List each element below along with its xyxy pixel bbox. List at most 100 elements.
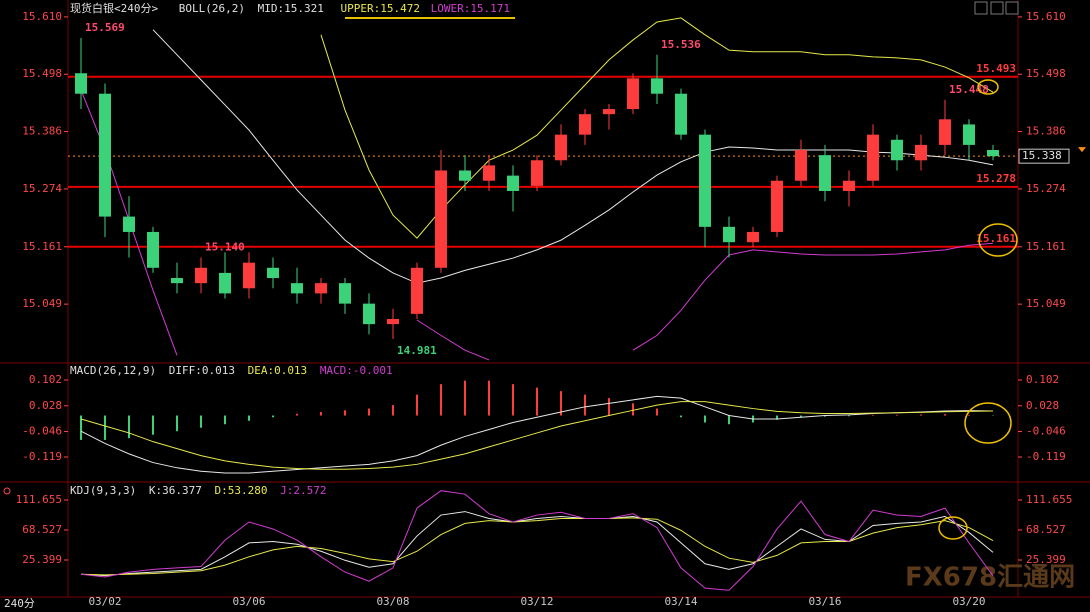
low-annotation: 14.981 [397,344,437,357]
y-tick-label: 0.028 [29,399,62,412]
window-button[interactable] [1005,1,1019,15]
last-price-arrow [1078,147,1086,153]
indicator-line [80,490,994,591]
highlight-circle [964,402,1012,444]
readout: DIFF:0.013 [169,364,235,377]
candle-body [747,231,759,243]
last-price-label: 15.338 [1022,149,1062,162]
candle-body [915,144,927,161]
highlight-circle [978,223,1018,257]
candle-body [819,155,831,191]
y-tick-label: 15.610 [22,10,62,23]
highlight-circle [977,79,999,95]
candle-body [219,272,231,294]
y-tick-label: 15.386 [1026,125,1066,138]
highlight-circle [938,516,968,540]
indicator-line [80,511,994,577]
readout: UPPER:15.472 [340,2,419,15]
candle-body [963,124,975,145]
x-tick-label: 03/08 [376,595,409,608]
candle-body [651,78,663,94]
x-tick-label: 03/12 [520,595,553,608]
candle-body [291,283,303,294]
readout: DEA:0.013 [248,364,308,377]
candle-body [75,73,87,94]
level-label: 15.161 [976,232,1016,245]
candle-body [771,180,783,232]
highlight-circles [938,79,1018,540]
window-button[interactable] [990,1,1004,15]
x-tick-label: 03/02 [88,595,121,608]
high-annotation: 15.140 [205,241,245,254]
indicator-name: MACD(26,12,9) [70,364,156,377]
high-annotation: 15.569 [85,21,125,34]
candle-body [531,160,543,186]
frame [0,0,1090,598]
y-tick-label: 68.527 [1026,523,1066,536]
y-tick-label: 68.527 [22,523,62,536]
period-label[interactable]: 240分 [4,597,35,610]
main-header: 现货白银<240分> BOLL(26,2) MID:15.321 UPPER:1… [70,1,510,15]
candle-body [507,175,519,191]
y-tick-label: 15.161 [22,240,62,253]
y-tick-label: 25.399 [1026,553,1066,566]
y-tick-label: 15.610 [1026,10,1066,23]
level-label: 15.278 [976,172,1016,185]
indicator-line [152,29,994,284]
candle-body [123,216,135,232]
y-tick-label: 15.274 [1026,182,1066,195]
candle-body [579,114,591,135]
readout: MACD:-0.001 [320,364,393,377]
candle-body [699,134,711,227]
last-price-box [1018,148,1070,164]
candle-body [435,170,447,268]
candle-body [147,231,159,268]
candle-body [483,165,495,181]
candle-body [195,267,207,284]
x-tick-label: 03/06 [232,595,265,608]
candle-body [987,150,999,157]
candle-body [795,150,807,181]
chart-title: 现货白银<240分> [70,1,158,15]
candle-body [387,318,399,325]
kdj-icon [3,487,11,495]
y-tick-label: 111.655 [1026,493,1072,506]
readout: J:2.572 [280,484,326,497]
candle-body [675,93,687,135]
candle-body [867,134,879,181]
candle-body [723,226,735,243]
candle-body [411,267,423,314]
candle-body [315,283,327,294]
kdj-header: KDJ(9,3,3) K:36.377 D:53.280 J:2.572 [70,484,326,497]
y-tick-label: -0.119 [1026,450,1066,463]
y-tick-label: 15.386 [22,125,62,138]
readout: MID:15.321 [258,2,324,15]
x-tick-label: 03/20 [952,595,985,608]
window-button[interactable] [974,1,988,15]
high-annotation: 15.536 [661,38,701,51]
y-tick-label: 15.049 [22,297,62,310]
y-tick-label: 0.102 [29,373,62,386]
indicator-line [80,89,994,361]
x-tick-label: 03/14 [664,595,697,608]
candle-body [267,267,279,279]
y-tick-label: 25.399 [22,553,62,566]
candle-body [339,283,351,304]
candle-body [243,262,255,289]
indicator-line [320,17,994,239]
readout: D:53.280 [214,484,267,497]
y-tick-label: 0.102 [1026,373,1059,386]
candle-body [363,303,375,325]
y-tick-label: -0.046 [22,425,62,438]
indicator-line [80,517,994,576]
indicator-name: KDJ(9,3,3) [70,484,136,497]
readout: LOWER:15.171 [431,2,510,15]
candle-body [99,93,111,217]
watermark: FX678汇通网 [905,563,1075,593]
macd-header: MACD(26,12,9) DIFF:0.013 DEA:0.013 MACD:… [70,364,393,377]
candle-body [843,180,855,191]
candle-body [603,109,615,115]
x-tick-label: 03/16 [808,595,841,608]
candle-body [627,78,639,110]
y-tick-label: 15.161 [1026,240,1066,253]
